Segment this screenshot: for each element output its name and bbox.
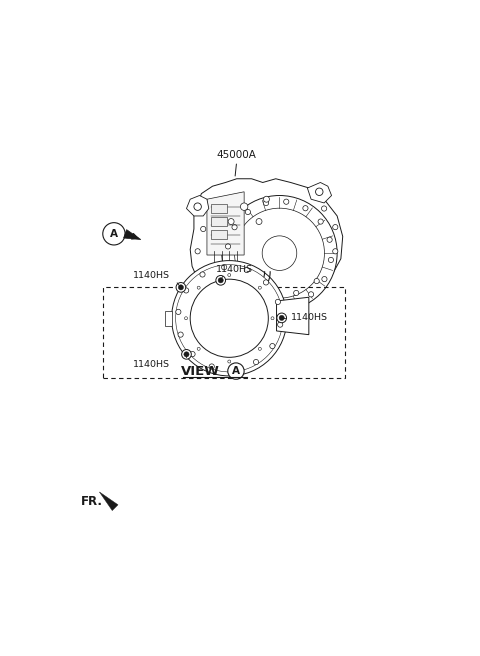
- Circle shape: [201, 226, 206, 232]
- Circle shape: [277, 313, 287, 323]
- Circle shape: [271, 297, 276, 302]
- Circle shape: [222, 264, 227, 270]
- Circle shape: [172, 260, 287, 376]
- Text: 45000A: 45000A: [217, 150, 257, 160]
- Circle shape: [315, 188, 323, 195]
- Bar: [103, 287, 345, 378]
- Polygon shape: [307, 182, 332, 203]
- Circle shape: [327, 237, 332, 242]
- Circle shape: [176, 264, 283, 372]
- Circle shape: [253, 359, 259, 365]
- Circle shape: [194, 203, 202, 211]
- Circle shape: [303, 205, 308, 211]
- Circle shape: [264, 201, 269, 205]
- Polygon shape: [211, 203, 228, 213]
- Circle shape: [178, 332, 183, 337]
- Polygon shape: [200, 270, 259, 296]
- Circle shape: [195, 249, 200, 254]
- Circle shape: [200, 272, 205, 277]
- Polygon shape: [186, 195, 209, 216]
- Text: A: A: [110, 229, 118, 239]
- Circle shape: [328, 257, 334, 262]
- Circle shape: [232, 224, 237, 230]
- Text: A: A: [232, 366, 240, 376]
- Circle shape: [276, 299, 280, 304]
- Circle shape: [227, 264, 232, 269]
- Circle shape: [270, 344, 275, 349]
- Circle shape: [318, 219, 323, 224]
- Circle shape: [190, 279, 268, 358]
- Circle shape: [181, 350, 192, 359]
- Circle shape: [197, 286, 200, 289]
- Circle shape: [270, 302, 276, 307]
- Text: 1140HS: 1140HS: [132, 360, 169, 369]
- Circle shape: [228, 360, 231, 363]
- Circle shape: [178, 285, 183, 290]
- Text: FR.: FR.: [81, 495, 102, 508]
- Polygon shape: [211, 230, 228, 239]
- Circle shape: [245, 299, 251, 304]
- Circle shape: [222, 195, 337, 311]
- Circle shape: [103, 222, 125, 245]
- Text: 1140HS: 1140HS: [290, 314, 328, 322]
- Polygon shape: [207, 192, 244, 255]
- Circle shape: [258, 286, 261, 289]
- Circle shape: [262, 236, 297, 270]
- Polygon shape: [211, 216, 228, 226]
- Polygon shape: [190, 178, 343, 305]
- Circle shape: [228, 363, 244, 379]
- Circle shape: [314, 278, 319, 283]
- Circle shape: [228, 218, 234, 224]
- Text: 1140HS: 1140HS: [132, 271, 169, 280]
- Circle shape: [251, 295, 256, 300]
- Polygon shape: [165, 311, 172, 325]
- Text: VIEW: VIEW: [181, 365, 220, 378]
- Circle shape: [236, 282, 241, 287]
- Circle shape: [290, 300, 296, 306]
- Circle shape: [235, 208, 324, 298]
- Circle shape: [184, 317, 188, 319]
- Polygon shape: [123, 230, 141, 239]
- Circle shape: [190, 352, 195, 357]
- Circle shape: [264, 280, 269, 285]
- Circle shape: [271, 317, 274, 319]
- Circle shape: [333, 249, 338, 254]
- Circle shape: [264, 196, 269, 202]
- Circle shape: [279, 316, 284, 321]
- Circle shape: [218, 277, 223, 283]
- Circle shape: [277, 322, 283, 327]
- Circle shape: [221, 293, 226, 298]
- Circle shape: [203, 271, 208, 276]
- Circle shape: [216, 276, 226, 285]
- Circle shape: [258, 347, 261, 350]
- Circle shape: [228, 274, 231, 276]
- Circle shape: [226, 244, 230, 249]
- Circle shape: [209, 364, 215, 369]
- Circle shape: [232, 367, 237, 372]
- Circle shape: [333, 224, 338, 230]
- Circle shape: [176, 309, 181, 314]
- Circle shape: [284, 199, 289, 204]
- Polygon shape: [99, 492, 118, 510]
- Circle shape: [176, 283, 186, 292]
- Circle shape: [309, 292, 313, 297]
- Circle shape: [244, 268, 250, 273]
- Circle shape: [245, 209, 251, 215]
- Text: 1140HS: 1140HS: [216, 264, 253, 274]
- Polygon shape: [276, 297, 309, 335]
- Circle shape: [197, 347, 200, 350]
- Circle shape: [240, 203, 248, 211]
- Circle shape: [294, 291, 299, 296]
- Circle shape: [183, 288, 189, 293]
- Circle shape: [184, 352, 189, 357]
- Circle shape: [322, 276, 327, 281]
- Circle shape: [322, 206, 327, 211]
- Circle shape: [256, 218, 262, 224]
